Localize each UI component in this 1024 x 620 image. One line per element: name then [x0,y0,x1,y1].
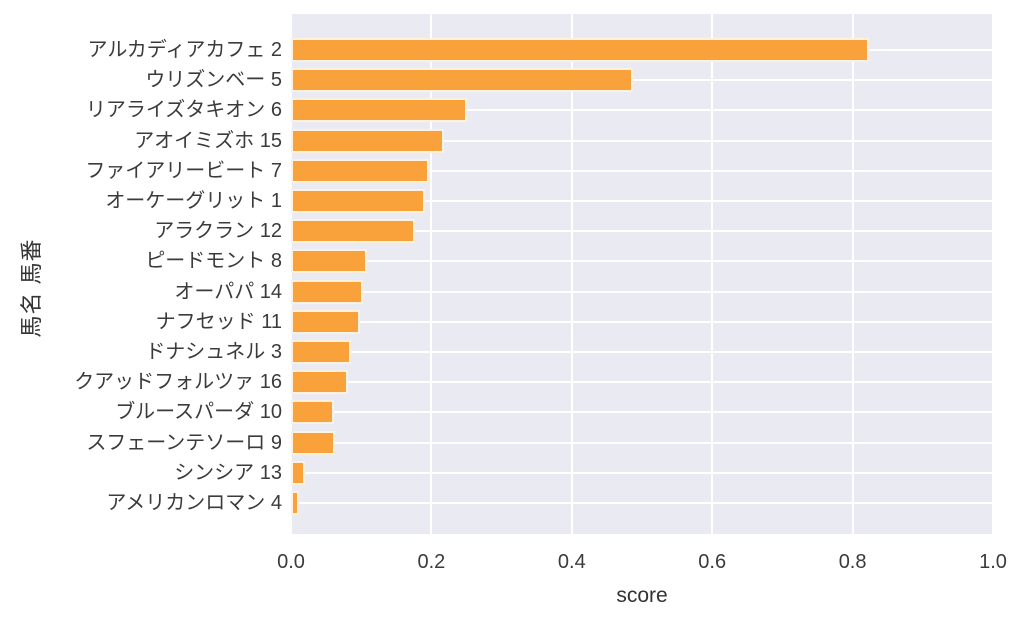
bar [291,430,335,455]
horizontal-gridline [291,501,993,504]
horizontal-gridline [291,441,993,444]
horizontal-gridline [291,200,993,203]
y-tick-label: ナフセッド 11 [155,310,282,333]
horizontal-gridline [291,139,993,142]
y-tick-label: クアッドフォルツァ 16 [74,371,282,394]
x-axis-title: score [616,584,668,607]
bar [291,189,426,214]
horizontal-gridline [291,350,993,353]
bar [291,249,367,274]
y-tick-label: ファイアリービート 7 [85,159,282,182]
x-tick-label: 1.0 [979,551,1007,573]
horizontal-gridline [291,471,993,474]
bar [291,158,430,183]
y-tick-label: アルカディアカフェ 2 [87,39,282,62]
bar [291,68,633,93]
horizontal-gridline [291,109,993,112]
y-tick-label: ブルースパーダ 10 [115,401,282,424]
bar [291,460,306,485]
horizontal-gridline [291,260,993,263]
bar [291,128,445,153]
bar [291,490,299,515]
x-tick-label: 0.0 [277,551,305,573]
vertical-gridline [711,14,714,534]
y-tick-label: オーパパ 14 [174,280,282,303]
vertical-gridline [290,14,292,534]
bar [291,400,334,425]
bar [291,309,361,334]
bar [291,370,348,395]
bar [291,219,416,244]
x-tick-label: 0.6 [698,551,727,573]
bar [291,339,352,364]
x-tick-label: 0.4 [557,551,586,573]
y-tick-label: リアライズタキオン 6 [85,99,282,122]
y-tick-label: ドナシュネル 3 [145,340,282,363]
horizontal-gridline [291,320,993,323]
y-tick-label: ウリズンベー 5 [145,69,282,92]
vertical-gridline [430,14,433,534]
y-tick-label: アオイミズホ 15 [134,129,282,152]
bar [291,38,870,63]
y-tick-label: ピードモント 8 [145,250,282,273]
horizontal-gridline [291,290,993,293]
x-tick-label: 0.8 [838,551,867,573]
horizontal-gridline [291,411,993,414]
horizontal-gridline [291,381,993,384]
bar [291,279,364,304]
y-tick-label: スフェーンテソーロ 9 [86,431,282,454]
horizontal-gridline [291,230,993,233]
y-tick-label: オーケーグリット 1 [105,190,282,213]
vertical-gridline [851,14,854,534]
vertical-gridline [992,14,994,534]
y-tick-label: アメリカンロマン 4 [106,491,282,514]
y-tick-label: シンシア 13 [174,461,282,484]
vertical-gridline [570,14,573,534]
x-tick-label: 0.2 [417,551,446,573]
plot-area [290,14,994,534]
y-tick-label: アラクラン 12 [154,220,282,243]
horizontal-gridline [291,169,993,172]
horizontal-gridline [291,79,993,82]
bar [291,98,467,123]
